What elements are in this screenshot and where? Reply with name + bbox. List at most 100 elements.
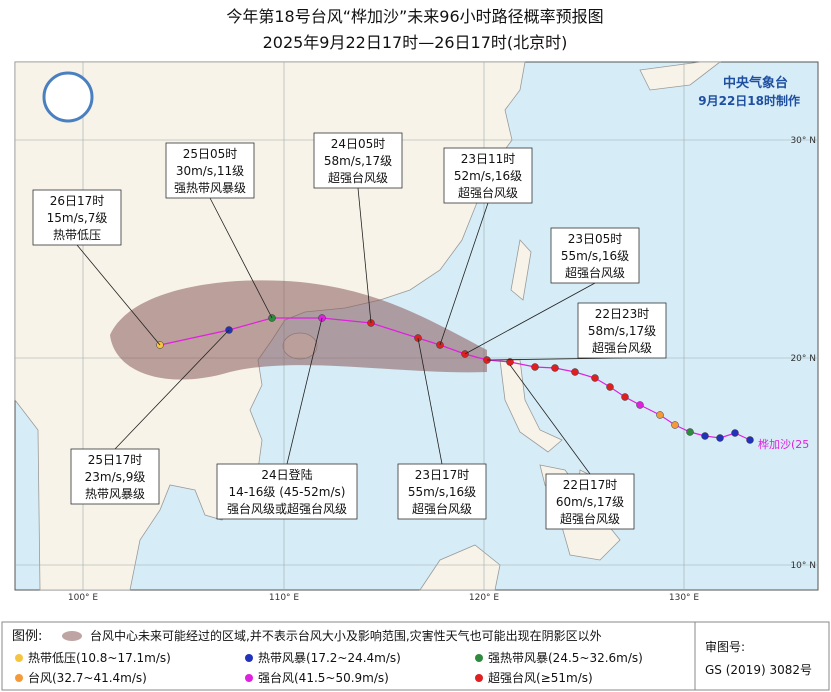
legend-label: 强台风(41.5~50.9m/s) [258,670,389,685]
callout-text: 55m/s,16级 [561,249,629,263]
lon-label: 130° E [669,593,700,603]
leader-line [417,337,443,465]
legend-label: 强热带风暴(24.5~32.6m/s) [488,651,643,665]
callout-text: 25日17时 [88,453,143,467]
track-point [551,364,559,372]
callout-text: 60m/s,17级 [556,495,624,509]
leader-line [114,329,230,450]
track-point [746,436,754,444]
callout-box [32,189,122,246]
leader-line [209,197,273,319]
agency: 中央气象台 [723,75,788,91]
callout-text: 强台风级或超强台风级 [227,501,347,516]
callout-text: 26日17时 [50,194,105,208]
callout-text: 22日23时 [595,307,650,321]
callout-text: 30m/s,11级 [176,164,244,178]
callout-text: 超强台风级 [592,340,652,355]
callout-text: 23日17时 [415,468,470,482]
luzon [499,359,563,453]
callout-text: 23日11时 [461,152,516,166]
track-points [156,314,754,444]
callout-box [443,147,533,204]
callout-text: 超强台风级 [412,501,472,516]
callout-text: 24日登陆 [261,467,312,482]
callout-box [165,142,255,199]
title: 今年第18号台风“桦加沙”未来96小时路径概率预报图 [226,7,603,26]
legend-swatch [15,654,23,662]
callout-box [550,227,640,284]
callout-text: 热带风暴级 [85,487,145,501]
leader-line [439,202,489,346]
taiwan [510,239,532,301]
callout-text: 25日05时 [183,147,238,161]
callout-text: 强热带风暴级 [174,181,246,195]
legend-label: 超强台风(≥51m/s) [488,670,593,685]
callout-box [577,302,667,359]
legend-area-swatch [62,631,82,641]
legend-swatch [475,654,483,662]
callout-text: 58m/s,17级 [324,154,392,168]
callout-text: 15m/s,7级 [47,211,108,225]
track-point [606,383,614,391]
track-point [621,393,629,401]
legend-label: 热带低压(10.8~17.1m/s) [28,651,171,665]
legend-area: 台风中心未来可能经过的区域,并不表示台风大小及影响范围,灾害性天气也可能出现在阴… [90,628,602,643]
callout-text: 超强台风级 [565,265,625,280]
callout-box [216,463,358,520]
callout-box [313,132,403,189]
track-point [731,429,739,437]
issued: 9月22日18时制作 [698,93,800,108]
track-point [571,368,579,376]
legend-items: 热带低压(10.8~17.1m/s) 热带风暴(17.2~24.4m/s) 强热带风… [15,651,643,685]
leader-line [357,187,372,324]
leader-line [76,244,161,346]
track-point [636,401,644,409]
leader-line [464,282,596,355]
legend-swatch [15,674,23,682]
callout-box [397,463,487,520]
callout-text: 23m/s,9级 [85,470,146,484]
track-point [716,434,724,442]
leader-line [286,317,323,465]
legend-title: 图例: [12,629,42,644]
callout-box [545,473,635,530]
callout-text: 24日05时 [331,137,386,151]
callout-text: 超强台风级 [560,511,620,526]
approval-number: GS (2019) 3082号 [705,663,812,677]
callout-text: 超强台风级 [328,170,388,185]
legend-label: 台风(32.7~41.4m/s) [28,670,147,685]
track-point [656,411,664,419]
legend-box [1,621,830,691]
lat-label: 30° N [790,136,816,146]
track-point [671,421,679,429]
track-point [701,432,709,440]
track-point [531,363,539,371]
callout-text: 52m/s,16级 [454,169,522,183]
legend-swatch [245,654,253,662]
lat-label: 10° N [790,561,816,571]
callout-text: 55m/s,16级 [408,485,476,499]
track-point [591,374,599,382]
lon-label: 120° E [469,593,500,603]
callout-text: 热带低压 [53,228,101,242]
callout-text: 超强台风级 [458,185,518,200]
legend-label: 热带风暴(17.2~24.4m/s) [258,651,401,665]
leader-line [509,364,591,475]
lon-label: 110° E [269,593,300,603]
japan [639,61,722,91]
map: 100° E 110° E 120° E 130° E 30° N 20° N … [14,61,819,603]
probability-cone [110,280,487,380]
lat-label: 20° N [790,354,816,364]
legend-swatch [475,674,483,682]
callout-text: 22日17时 [563,478,618,492]
track-point [686,428,694,436]
subtitle: 2025年9月22日17时—26日17时(北京时) [263,33,568,52]
callout-text: 23日05时 [568,232,623,246]
legend-swatch [245,674,253,682]
callout-box [70,448,160,505]
callout-text: 58m/s,17级 [588,324,656,338]
approval-label: 审图号: [705,639,745,654]
storm-label: 桦加沙(25 [758,437,809,451]
